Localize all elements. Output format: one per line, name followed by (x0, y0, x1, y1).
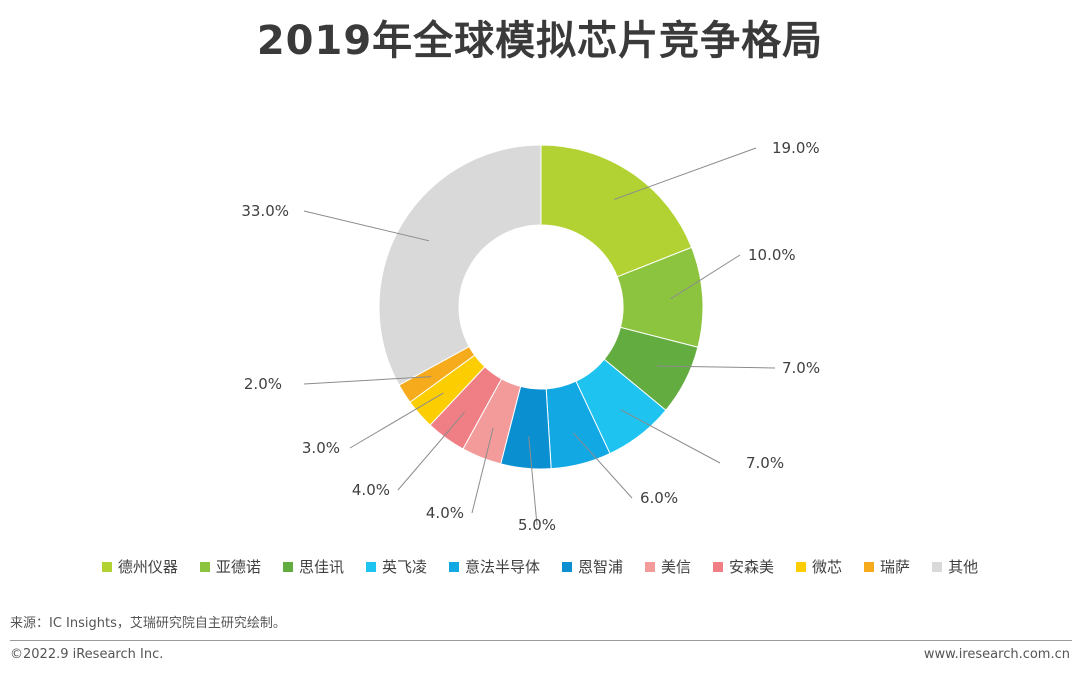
data-label-8: 4.0% (352, 481, 390, 499)
donut-chart: 19.0% 10.0% 7.0% 7.0% 6.0% 5.0% 4.0% 4.0% 3.0% 2.… (241, 139, 820, 534)
data-label-1: 19.0% (772, 139, 820, 157)
data-label-6: 5.0% (518, 516, 556, 534)
chart-legend: 德州仪器 亚德诺 思佳讯 英飞凌 意法半导体 恩智浦 美信 安森美 微芯 瑞萨 其他 (0, 556, 1080, 577)
legend-swatch (932, 561, 943, 572)
legend-label: 英飞凌 (381, 558, 427, 576)
leader-line-3 (656, 365, 776, 369)
legend-swatch (713, 561, 724, 572)
leader-line-2 (670, 254, 741, 300)
legend-swatch (282, 561, 293, 572)
legend-label: 安森美 (729, 558, 775, 576)
footer-divider (10, 640, 1072, 641)
slice-11 (378, 144, 542, 386)
data-label-9: 3.0% (302, 439, 340, 457)
legend-item-5: 意法半导体 (448, 556, 540, 577)
slice-1 (540, 144, 693, 278)
legend-item-2: 亚德诺 (199, 556, 261, 577)
website-url: www.iresearch.com.cn (923, 647, 1070, 662)
legend-swatch (645, 561, 655, 572)
legend-swatch (199, 561, 210, 572)
legend-label: 德州仪器 (117, 558, 178, 576)
data-label-3: 7.0% (782, 359, 820, 377)
leader-line-11 (303, 210, 430, 242)
leader-line-8 (397, 411, 465, 491)
legend-swatch (448, 561, 459, 572)
legend-label: 微芯 (812, 558, 843, 576)
legend-item-11: 其他 (932, 556, 978, 577)
data-label-11: 33.0% (241, 202, 289, 220)
legend-label: 美信 (661, 558, 692, 576)
source-note: 来源：IC Insights，艾瑞研究院自主研究绘制。 (10, 616, 286, 631)
legend-item-10: 瑞萨 (864, 556, 910, 577)
data-label-10: 2.0% (244, 375, 282, 393)
legend-item-8: 安森美 (713, 556, 774, 577)
legend-item-3: 思佳讯 (282, 556, 344, 577)
legend-label: 其他 (948, 558, 979, 576)
legend-label: 思佳讯 (298, 558, 344, 576)
legend-label: 意法半导体 (464, 558, 540, 576)
legend-item-7: 美信 (645, 556, 691, 577)
legend-item-4: 英飞凌 (365, 556, 427, 577)
leader-line-9 (349, 392, 444, 449)
chart-title: 2019年全球模拟芯片竞争格局 (256, 18, 824, 64)
copyright: ©2022.9 iResearch Inc. (10, 647, 164, 662)
legend-swatch (101, 561, 112, 572)
data-label-5: 6.0% (640, 489, 678, 507)
legend-swatch (796, 561, 807, 572)
leader-line-10 (303, 376, 432, 385)
legend-label: 瑞萨 (880, 558, 911, 576)
leader-line-6 (528, 436, 538, 526)
legend-item-9: 微芯 (796, 556, 842, 577)
data-label-7: 4.0% (426, 504, 464, 522)
legend-swatch (365, 561, 376, 572)
legend-swatch (561, 561, 572, 572)
data-label-4: 7.0% (746, 454, 784, 472)
legend-label: 恩智浦 (577, 558, 623, 576)
legend-item-6: 恩智浦 (561, 556, 623, 577)
leader-line-4 (620, 409, 721, 464)
legend-label: 亚德诺 (215, 558, 261, 576)
leader-line-5 (572, 432, 633, 499)
legend-item-1: 德州仪器 (101, 556, 178, 577)
legend-swatch (864, 561, 875, 572)
leader-line-7 (471, 427, 494, 514)
leader-line-1 (613, 147, 757, 200)
data-label-2: 10.0% (748, 246, 796, 264)
